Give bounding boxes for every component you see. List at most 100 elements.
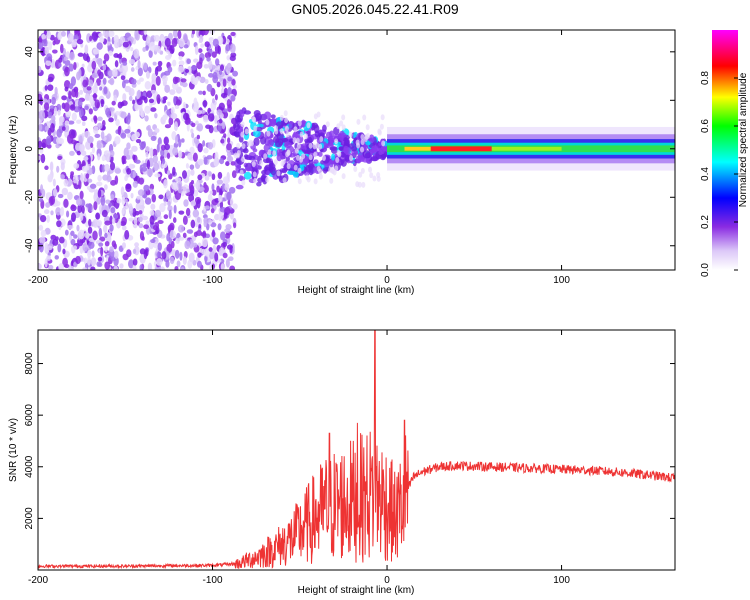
heatmap-cell — [172, 59, 177, 67]
heatmap-cell — [208, 37, 214, 42]
heatmap-cell — [286, 150, 291, 157]
heatmap-cell — [111, 100, 116, 106]
heatmap-cell — [112, 68, 118, 77]
heatmap-cell — [94, 189, 99, 198]
heatmap-cell — [191, 122, 196, 128]
heatmap-cell — [276, 148, 281, 157]
heatmap-cell — [214, 94, 218, 101]
heatmap-cell — [308, 142, 313, 149]
heatmap-cell — [104, 244, 108, 253]
heatmap-cell — [110, 179, 117, 186]
heatmap-cell — [98, 242, 104, 247]
heatmap-cell — [48, 41, 53, 51]
heatmap-cell — [73, 61, 77, 71]
heatmap-cell — [186, 229, 194, 234]
heatmap-cell — [180, 267, 185, 270]
heatmap-cell — [243, 171, 252, 180]
colorbar-ticks: 0.0 0.2 0.4 0.6 0.8 — [700, 71, 738, 277]
heatmap-cell — [143, 249, 148, 260]
heatmap-cell — [55, 207, 62, 216]
heatmap-cell — [103, 60, 107, 65]
heatmap-cell — [95, 212, 101, 220]
heatmap-cell — [142, 47, 147, 53]
heatmap-cell — [378, 150, 383, 156]
heatmap-cell — [152, 224, 158, 231]
heatmap-cell — [44, 85, 48, 91]
heatmap-cell — [76, 39, 84, 45]
heatmap-cell — [229, 265, 236, 270]
heatmap-cell — [192, 209, 200, 218]
heatmap-cell — [174, 104, 180, 110]
heatmap-cell — [217, 223, 222, 231]
heatmap-cell — [228, 186, 236, 194]
heatmap-cell — [240, 121, 245, 128]
heatmap-cell — [113, 265, 119, 270]
heatmap-cell — [356, 118, 361, 125]
heatmap-cell — [197, 48, 203, 53]
heatmap-cell — [163, 201, 167, 207]
heatmap-cell — [178, 150, 183, 159]
heatmap-cell — [211, 173, 216, 181]
heatmap-cell — [276, 170, 281, 177]
heatmap-cell — [89, 183, 97, 189]
heatmap-cell — [96, 116, 103, 121]
heatmap-cell — [188, 252, 195, 263]
heatmap-cell — [68, 51, 75, 61]
heatmap-cell — [38, 123, 43, 132]
heatmap-cell — [379, 123, 384, 130]
heatmap-cell — [132, 258, 138, 266]
heatmap-cell — [104, 220, 111, 226]
heatmap-cell — [308, 154, 313, 161]
heatmap-cell — [104, 184, 108, 190]
heatmap-cell — [138, 210, 143, 215]
heatmap-cell — [199, 76, 206, 84]
heatmap-cell — [138, 30, 146, 36]
heatmap-cell — [70, 171, 75, 176]
heatmap-cell — [130, 47, 134, 52]
heatmap-cell — [118, 52, 122, 60]
heatmap-cell — [87, 226, 93, 234]
heatmap-cell — [303, 133, 308, 140]
heatmap-cell — [217, 45, 221, 55]
heatmap-cell — [150, 107, 157, 112]
heatmap-cell — [341, 124, 346, 131]
heatmap-cell — [44, 258, 48, 268]
heatmap-cell — [76, 198, 83, 206]
heatmap-cell — [156, 65, 162, 72]
heatmap-cell — [236, 142, 241, 149]
heatmap-cell — [191, 64, 197, 71]
heatmap-cell — [87, 255, 91, 266]
heatmap-cell — [145, 151, 149, 158]
heatmap-cell — [365, 124, 370, 131]
x-tick-label: -200 — [28, 275, 48, 286]
heatmap-cell — [46, 30, 52, 40]
heatmap-cell — [212, 71, 218, 80]
heatmap-cell — [329, 167, 334, 174]
heatmap-cell — [292, 170, 299, 178]
heatmap-cell — [169, 89, 176, 96]
heatmap-cell — [121, 155, 127, 162]
heatmap-cell — [60, 174, 65, 180]
heatmap-cell — [235, 184, 244, 190]
heatmap-cell — [130, 67, 135, 72]
heatmap-cell — [89, 35, 93, 42]
heatmap-cell — [102, 77, 107, 85]
heatmap-cell — [196, 260, 202, 268]
heatmap-cell — [166, 233, 171, 242]
heatmap-cell — [45, 60, 52, 67]
heatmap-cell — [38, 65, 42, 74]
heatmap-cell — [364, 133, 369, 140]
x-tick-label: 100 — [553, 575, 570, 586]
heatmap-cell — [78, 135, 83, 145]
heatmap-cell — [134, 210, 140, 216]
heatmap-cell — [38, 263, 42, 270]
heatmap-cell — [339, 120, 344, 127]
heatmap-cell — [156, 45, 161, 54]
heatmap-cell — [172, 147, 179, 156]
heatmap-cell — [172, 76, 179, 85]
y-tick-label: 0 — [24, 146, 35, 152]
heatmap-cell — [121, 242, 126, 249]
heatmap-cell — [206, 56, 211, 62]
heatmap-cell — [197, 252, 202, 258]
heatmap-cell — [87, 178, 93, 183]
